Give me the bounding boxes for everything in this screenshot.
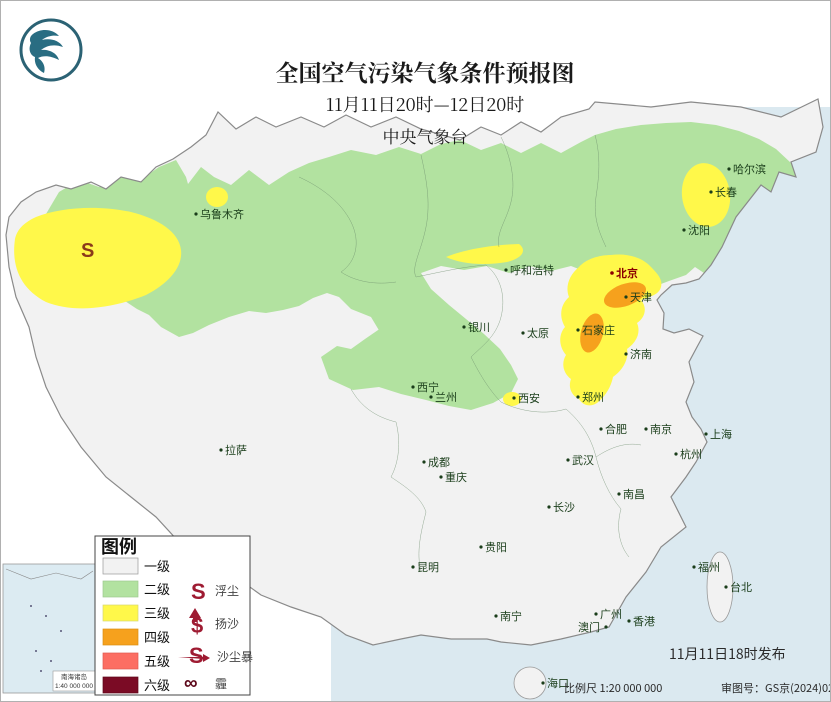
svg-text:沙尘暴: 沙尘暴 [217, 648, 253, 665]
svg-text:合肥: 合肥 [605, 421, 627, 437]
svg-text:福州: 福州 [698, 559, 720, 575]
svg-text:台北: 台北 [730, 579, 752, 595]
svg-text:中央气象台: 中央气象台 [383, 123, 468, 148]
svg-text:昆明: 昆明 [417, 559, 439, 575]
svg-text:∞: ∞ [184, 673, 198, 694]
svg-text:审图号：GS京(2024)0236号: 审图号：GS京(2024)0236号 [721, 680, 831, 696]
svg-text:拉萨: 拉萨 [225, 442, 247, 458]
svg-text:成都: 成都 [428, 454, 450, 470]
svg-text:杭州: 杭州 [680, 446, 702, 462]
svg-text:济南: 济南 [630, 346, 652, 362]
svg-text:霾: 霾 [215, 675, 227, 692]
svg-text:上海: 上海 [710, 426, 732, 442]
svg-text:五级: 五级 [144, 651, 170, 670]
svg-text:贵阳: 贵阳 [485, 539, 507, 555]
svg-text:兰州: 兰州 [435, 389, 457, 405]
svg-text:三级: 三级 [144, 603, 170, 622]
svg-text:11月11日18时发布: 11月11日18时发布 [669, 644, 786, 664]
svg-text:沈阳: 沈阳 [688, 222, 710, 238]
svg-text:长春: 长春 [715, 184, 737, 200]
svg-text:北京: 北京 [616, 265, 638, 281]
svg-text:四级: 四级 [144, 627, 170, 646]
svg-text:浮尘: 浮尘 [215, 582, 239, 599]
svg-text:重庆: 重庆 [445, 469, 467, 485]
svg-text:南京: 南京 [650, 421, 672, 437]
svg-text:全国空气污染气象条件预报图: 全国空气污染气象条件预报图 [276, 55, 575, 88]
svg-text:南昌: 南昌 [623, 486, 645, 502]
svg-text:银川: 银川 [468, 319, 490, 335]
svg-text:扬沙: 扬沙 [215, 615, 239, 632]
svg-text:图例: 图例 [101, 533, 137, 559]
svg-text:西安: 西安 [518, 390, 540, 406]
svg-text:天津: 天津 [630, 289, 652, 305]
svg-text:武汉: 武汉 [572, 452, 594, 468]
svg-text:太原: 太原 [527, 325, 549, 341]
svg-text:S: S [189, 643, 204, 668]
svg-text:长沙: 长沙 [553, 499, 575, 515]
svg-text:六级: 六级 [144, 675, 170, 694]
svg-text:南宁: 南宁 [500, 608, 522, 624]
svg-text:S: S [191, 579, 206, 604]
svg-text:乌鲁木齐: 乌鲁木齐 [200, 206, 244, 222]
svg-text:二级: 二级 [144, 579, 170, 598]
svg-text:广州: 广州 [600, 606, 622, 622]
svg-text:香港: 香港 [633, 613, 655, 629]
svg-text:1:40 000 000: 1:40 000 000 [55, 683, 93, 690]
svg-text:郑州: 郑州 [582, 389, 604, 405]
svg-text:一级: 一级 [144, 556, 170, 575]
svg-text:石家庄: 石家庄 [582, 322, 615, 338]
svg-text:哈尔滨: 哈尔滨 [733, 161, 766, 177]
svg-text:呼和浩特: 呼和浩特 [510, 262, 554, 278]
svg-text:澳门: 澳门 [578, 619, 600, 635]
svg-text:比例尺 1:20 000 000: 比例尺 1:20 000 000 [564, 680, 662, 696]
svg-text:11月11日20时—12日20时: 11月11日20时—12日20时 [326, 91, 525, 117]
svg-text:南海诸岛: 南海诸岛 [61, 671, 87, 681]
svg-text:S: S [81, 240, 94, 262]
